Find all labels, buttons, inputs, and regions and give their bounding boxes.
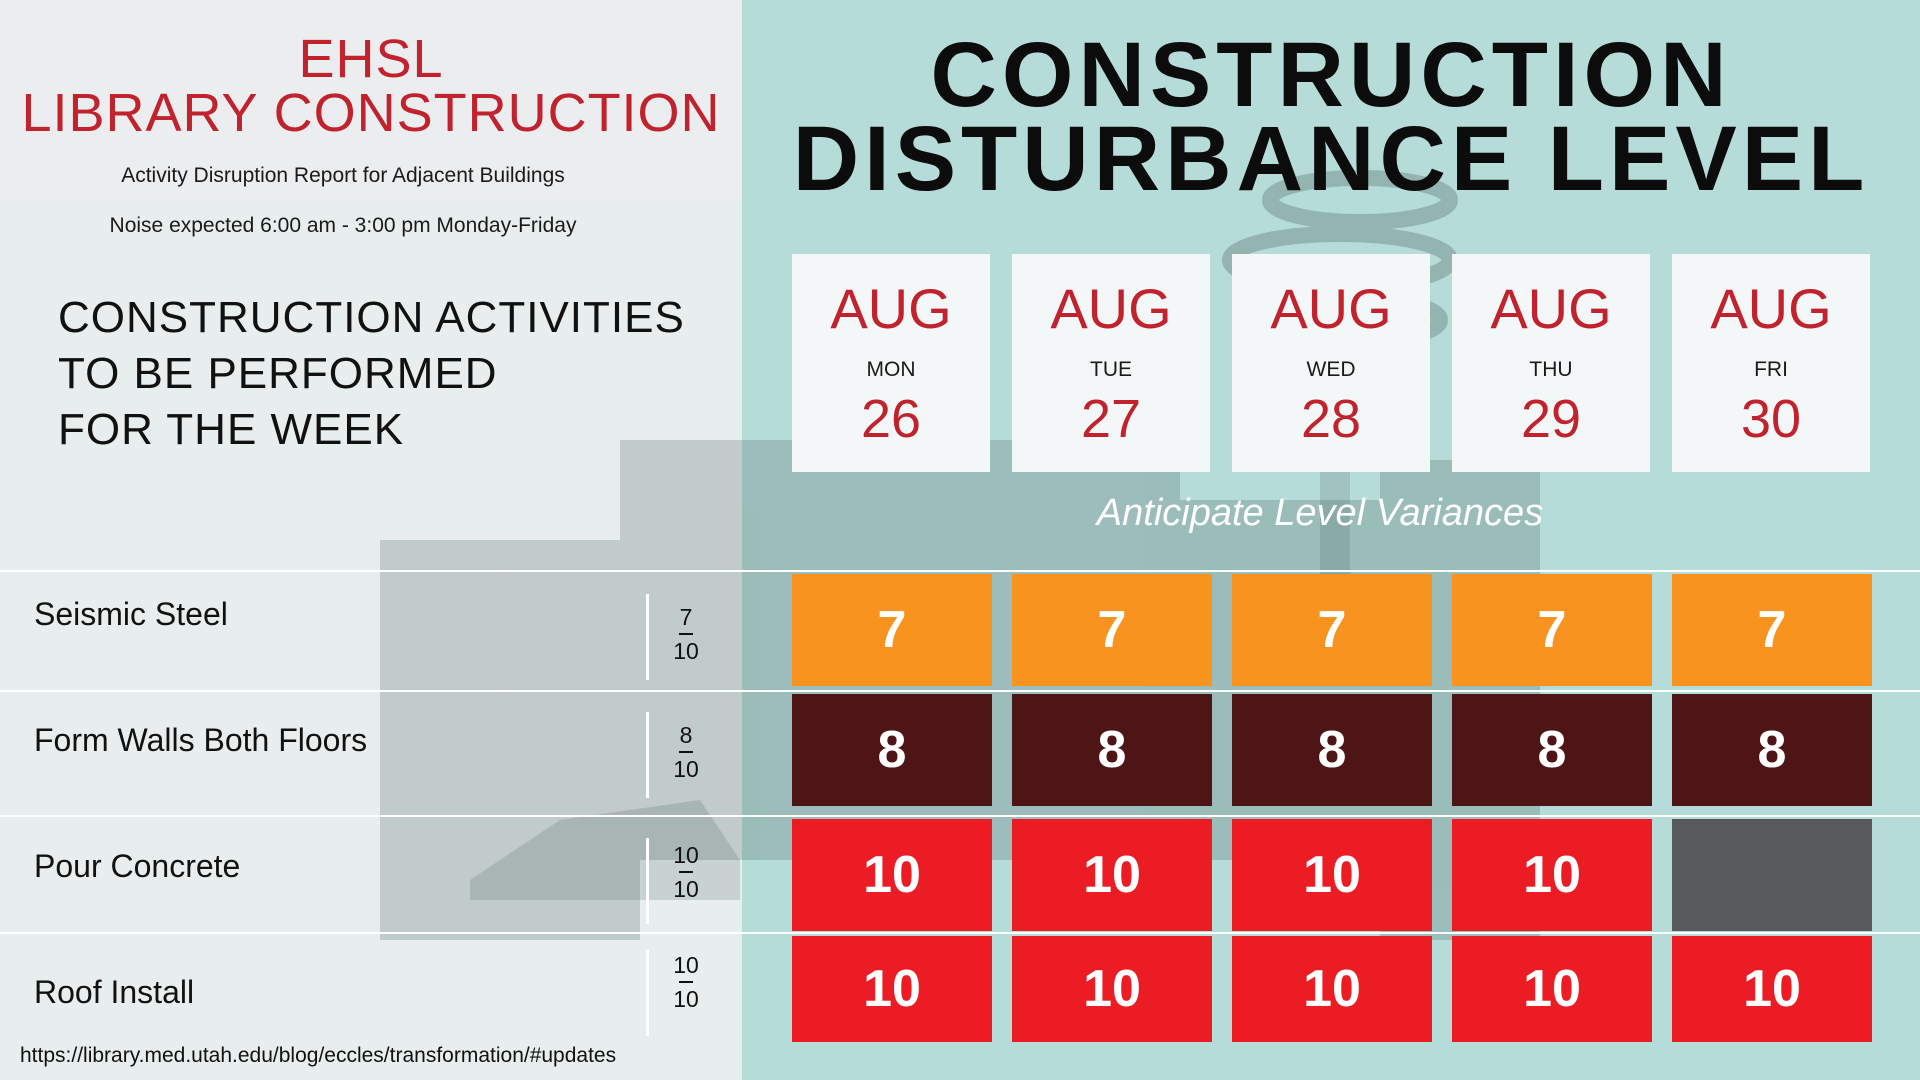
level-cell: 10: [1672, 936, 1872, 1042]
day-month: AUG: [1050, 277, 1172, 340]
brand-ehsl: EHSL: [298, 29, 444, 89]
fraction-bar: [679, 871, 693, 873]
level-fraction: 7 10: [664, 604, 708, 664]
level-cell: 10: [1232, 936, 1432, 1042]
row-separator: [0, 815, 1920, 817]
fraction-bar: [679, 751, 693, 753]
activity-label: Pour Concrete: [34, 848, 241, 884]
day-card-tue: AUG TUE 27: [1012, 254, 1210, 472]
activity-label: Roof Install: [34, 974, 195, 1010]
row-separator: [0, 690, 1920, 692]
day-weekday: MON: [866, 358, 916, 381]
day-month: AUG: [1710, 277, 1832, 340]
day-weekday: TUE: [1090, 358, 1132, 381]
activities-heading: CONSTRUCTION ACTIVITIES TO BE PERFORMED …: [58, 290, 738, 458]
activity-label: Seismic Steel: [34, 596, 228, 632]
day-date: 29: [1520, 389, 1582, 449]
level-cell: 8: [1672, 694, 1872, 806]
row-divider: [646, 594, 649, 680]
day-weekday: FRI: [1754, 358, 1788, 381]
level-cell: 10: [1012, 819, 1212, 931]
fraction-level: 8: [679, 722, 693, 748]
fraction-max: 10: [673, 986, 699, 1012]
day-weekday: WED: [1306, 358, 1356, 381]
level-cell: 7: [1452, 574, 1652, 686]
variance-note: Anticipate Level Variances: [1096, 492, 1544, 534]
level-cell: 10: [1452, 936, 1652, 1042]
level-cell: 8: [1452, 694, 1652, 806]
fraction-level: 7: [679, 604, 693, 630]
report-subtitle: Activity Disruption Report for Adjacent …: [121, 164, 565, 187]
fraction-bar: [679, 981, 693, 983]
activity-label: Form Walls Both Floors: [34, 722, 368, 758]
day-weekday: THU: [1529, 358, 1573, 381]
day-card-wed: AUG WED 28: [1232, 254, 1430, 472]
level-cell: 7: [1672, 574, 1872, 686]
activities-heading-line: TO BE PERFORMED: [58, 349, 498, 398]
row-separator: [0, 570, 1920, 572]
level-cell: 10: [792, 819, 992, 931]
day-date: 26: [860, 389, 922, 449]
fraction-max: 10: [673, 876, 699, 902]
fraction-bar: [679, 633, 693, 635]
main-title-line1: CONSTRUCTION: [930, 24, 1732, 126]
day-card-mon: AUG MON 26: [792, 254, 990, 472]
level-cell: 7: [1232, 574, 1432, 686]
level-fraction: 10 10: [664, 842, 708, 902]
main-title-line2: DISTURBANCE LEVEL: [792, 108, 1870, 210]
day-card-thu: AUG THU 29: [1452, 254, 1650, 472]
level-cell: 10: [792, 936, 992, 1042]
level-cell: 8: [792, 694, 992, 806]
fraction-max: 10: [673, 638, 699, 664]
level-cell: 10: [1232, 819, 1432, 931]
level-cell: 7: [792, 574, 992, 686]
level-fraction: 10 10: [664, 952, 708, 1012]
day-month: AUG: [1270, 277, 1392, 340]
level-fraction: 8 10: [664, 722, 708, 782]
fraction-level: 10: [673, 842, 699, 868]
level-cell: 7: [1012, 574, 1212, 686]
level-cell: 8: [1232, 694, 1432, 806]
level-cell: 10: [1452, 819, 1652, 931]
row-divider: [646, 950, 649, 1036]
level-cell-empty: [1672, 819, 1872, 931]
day-date: 27: [1080, 389, 1142, 449]
fraction-max: 10: [673, 756, 699, 782]
activities-heading-line: CONSTRUCTION ACTIVITIES: [58, 293, 685, 342]
updates-url: https://library.med.utah.edu/blog/eccles…: [20, 1044, 617, 1067]
day-month: AUG: [1490, 277, 1612, 340]
day-card-fri: AUG FRI 30: [1672, 254, 1870, 472]
row-divider: [646, 712, 649, 798]
noise-hours-note: Noise expected 6:00 am - 3:00 pm Monday-…: [109, 214, 577, 237]
level-cell: 10: [1012, 936, 1212, 1042]
report-header: [0, 0, 742, 200]
level-cell: 8: [1012, 694, 1212, 806]
day-month: AUG: [830, 277, 952, 340]
fraction-level: 10: [673, 952, 699, 978]
row-separator: [0, 932, 1920, 934]
activities-heading-line: FOR THE WEEK: [58, 405, 405, 454]
brand-library-construction: LIBRARY CONSTRUCTION: [21, 83, 721, 143]
day-date: 30: [1740, 389, 1802, 449]
day-date: 28: [1300, 389, 1362, 449]
row-divider: [646, 838, 649, 924]
